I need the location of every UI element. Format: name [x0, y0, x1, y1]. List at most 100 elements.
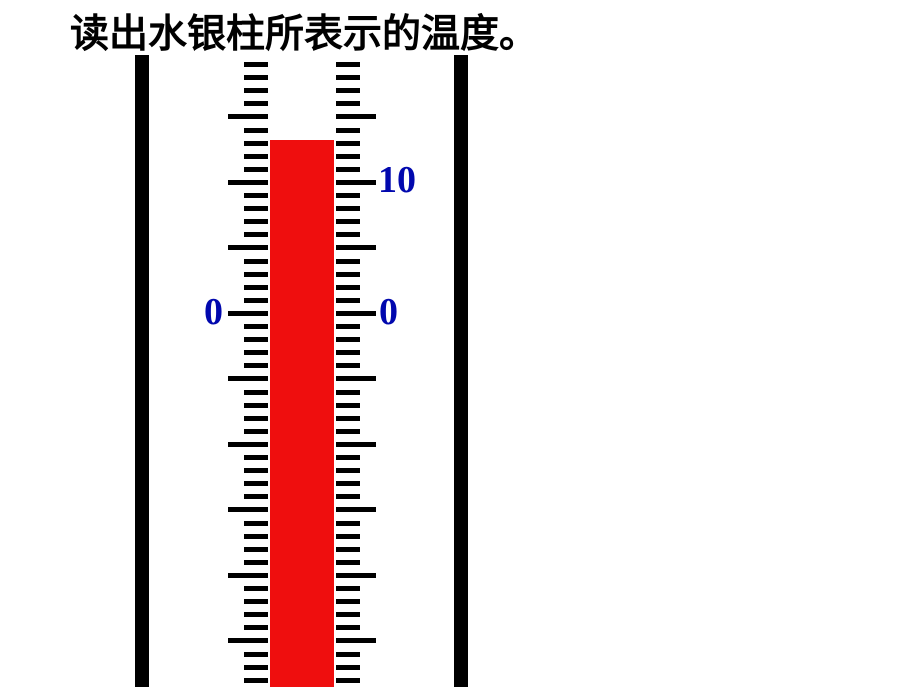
- tick-left: [244, 62, 268, 67]
- tick-right: [336, 285, 360, 290]
- tick-left: [244, 560, 268, 565]
- mercury-column: [270, 55, 334, 687]
- tick-right: [336, 324, 360, 329]
- outer-wall-right: [454, 55, 468, 687]
- tick-left: [244, 494, 268, 499]
- tick-right: [336, 429, 360, 434]
- tick-right: [336, 154, 360, 159]
- tick-right: [336, 521, 360, 526]
- tick-right: [336, 468, 360, 473]
- tick-left: [244, 455, 268, 460]
- tick-right: [336, 259, 360, 264]
- scale-label-right-0: 0: [379, 290, 398, 334]
- tick-right: [336, 128, 360, 133]
- tick-left: [228, 573, 268, 578]
- tick-left: [244, 324, 268, 329]
- tick-left: [244, 547, 268, 552]
- tick-left: [244, 101, 268, 106]
- tick-right: [336, 494, 360, 499]
- tick-left: [228, 311, 268, 316]
- tube-empty-top: [270, 55, 334, 140]
- tick-left: [244, 390, 268, 395]
- scale-label-right-10: 10: [378, 158, 416, 202]
- tick-right: [336, 88, 360, 93]
- tick-left: [244, 468, 268, 473]
- tick-right: [336, 376, 376, 381]
- tick-right: [336, 101, 360, 106]
- tick-right: [336, 206, 360, 211]
- tick-left: [244, 219, 268, 224]
- tick-right: [336, 455, 360, 460]
- tick-left: [244, 141, 268, 146]
- tick-right: [336, 180, 376, 185]
- tick-right: [336, 547, 360, 552]
- tick-left: [244, 612, 268, 617]
- tick-right: [336, 678, 360, 683]
- tick-right: [336, 245, 376, 250]
- tick-left: [244, 193, 268, 198]
- tick-left: [244, 206, 268, 211]
- tick-right: [336, 272, 360, 277]
- tick-left: [244, 259, 268, 264]
- tick-left: [228, 180, 268, 185]
- tick-right: [336, 167, 360, 172]
- tick-right: [336, 560, 360, 565]
- outer-wall-left: [135, 55, 149, 687]
- tick-right: [336, 534, 360, 539]
- tick-right: [336, 350, 360, 355]
- tick-right: [336, 390, 360, 395]
- tick-right: [336, 612, 360, 617]
- tick-right: [336, 232, 360, 237]
- tick-left: [228, 245, 268, 250]
- tick-left: [228, 638, 268, 643]
- tick-right: [336, 416, 360, 421]
- tick-right: [336, 573, 376, 578]
- tick-left: [244, 403, 268, 408]
- tick-right: [336, 62, 360, 67]
- tick-right: [336, 363, 360, 368]
- tick-right: [336, 311, 376, 316]
- tick-right: [336, 75, 360, 80]
- tick-left: [244, 481, 268, 486]
- tick-left: [244, 88, 268, 93]
- tick-right: [336, 586, 360, 591]
- tick-left: [244, 625, 268, 630]
- scale-label-left-0: 0: [204, 290, 223, 334]
- tick-left: [244, 599, 268, 604]
- tick-left: [228, 507, 268, 512]
- tick-left: [244, 128, 268, 133]
- tick-right: [336, 114, 376, 119]
- tick-left: [244, 350, 268, 355]
- tick-left: [244, 534, 268, 539]
- tick-right: [336, 298, 360, 303]
- tick-right: [336, 442, 376, 447]
- tick-left: [244, 429, 268, 434]
- tick-left: [244, 285, 268, 290]
- tick-right: [336, 337, 360, 342]
- tick-left: [244, 416, 268, 421]
- tick-left: [244, 75, 268, 80]
- tick-right: [336, 652, 360, 657]
- tick-left: [244, 652, 268, 657]
- tick-left: [244, 586, 268, 591]
- tick-left: [244, 521, 268, 526]
- tick-left: [244, 678, 268, 683]
- tick-left: [228, 376, 268, 381]
- tick-left: [244, 665, 268, 670]
- tick-right: [336, 193, 360, 198]
- tick-left: [244, 154, 268, 159]
- tick-right: [336, 665, 360, 670]
- tick-right: [336, 141, 360, 146]
- tick-right: [336, 481, 360, 486]
- tick-left: [244, 337, 268, 342]
- tick-right: [336, 638, 376, 643]
- tick-right: [336, 219, 360, 224]
- tick-right: [336, 625, 360, 630]
- tick-left: [244, 298, 268, 303]
- tick-left: [228, 114, 268, 119]
- tick-right: [336, 403, 360, 408]
- tick-left: [244, 272, 268, 277]
- tick-right: [336, 599, 360, 604]
- tick-left: [228, 442, 268, 447]
- tick-left: [244, 167, 268, 172]
